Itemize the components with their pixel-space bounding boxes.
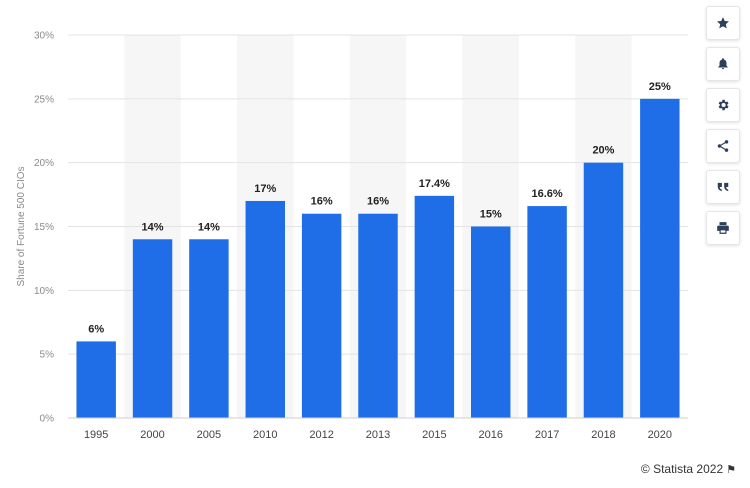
x-tick-label: 2017 (535, 429, 559, 441)
bar (358, 213, 398, 418)
bar (76, 341, 116, 418)
cite-button[interactable] (706, 170, 740, 204)
gear-icon (718, 99, 729, 111)
x-tick-label: 2005 (197, 429, 221, 441)
y-tick-label: 30% (34, 31, 54, 42)
share-button[interactable] (706, 129, 740, 163)
y-tick-label: 15% (34, 222, 54, 233)
print-icon (717, 222, 729, 234)
y-tick-label: 10% (34, 286, 54, 297)
y-axis-title: Share of Fortune 500 CIOs (16, 166, 27, 286)
x-tick-label: 2013 (366, 429, 390, 441)
y-tick-label: 25% (34, 94, 54, 105)
x-tick-label: 2000 (140, 429, 164, 441)
quote-icon (717, 182, 729, 192)
data-label: 17.4% (419, 178, 450, 190)
share-icon (717, 140, 729, 152)
x-tick-label: 1995 (84, 429, 108, 441)
credit-text: © Statista 2022 (640, 462, 724, 476)
bar-chart: 0% 5% 10% 15% 20% 25% 30% 6% 1995 14% 2000 14% 2005 1… (16, 31, 688, 441)
bar (245, 200, 285, 418)
chart-area: 0% 5% 10% 15% 20% 25% 30% 6% 1995 14% 2000 14% 2005 1… (16, 31, 688, 441)
favorite-button[interactable] (706, 6, 740, 40)
y-tick-label: 20% (34, 158, 54, 169)
data-label: 6% (88, 323, 104, 335)
star-icon (717, 17, 729, 29)
bar (583, 162, 624, 418)
y-tick-label: 5% (40, 350, 55, 361)
print-button[interactable] (706, 211, 740, 245)
y-tick-label: 0% (40, 414, 55, 425)
data-label: 15% (480, 209, 502, 221)
data-label: 16.6% (531, 188, 562, 200)
x-tick-label: 2020 (648, 429, 672, 441)
data-label: 25% (649, 81, 671, 93)
data-label: 20% (592, 145, 614, 157)
bell-icon (718, 58, 728, 70)
x-tick-label: 2015 (422, 429, 446, 441)
data-label: 14% (142, 221, 164, 233)
data-label: 16% (367, 196, 389, 208)
bar (301, 213, 342, 418)
flag-icon: ⚑ (726, 464, 736, 476)
bar (189, 239, 229, 418)
data-label: 17% (254, 183, 276, 195)
settings-button[interactable] (706, 88, 740, 122)
bar (414, 195, 455, 418)
data-label: 14% (198, 221, 220, 233)
x-tick-label: 2012 (309, 429, 333, 441)
bar (132, 239, 173, 418)
x-tick-label: 2018 (591, 429, 615, 441)
x-tick-label: 2010 (253, 429, 277, 441)
data-label: 16% (311, 196, 333, 208)
statista-credit[interactable]: © Statista 2022 ⚑ (641, 462, 736, 476)
chart-toolbar (706, 6, 740, 252)
bar (640, 98, 680, 418)
notification-button[interactable] (706, 47, 740, 81)
bar (471, 226, 511, 418)
x-tick-label: 2016 (478, 429, 502, 441)
bar (527, 206, 567, 418)
